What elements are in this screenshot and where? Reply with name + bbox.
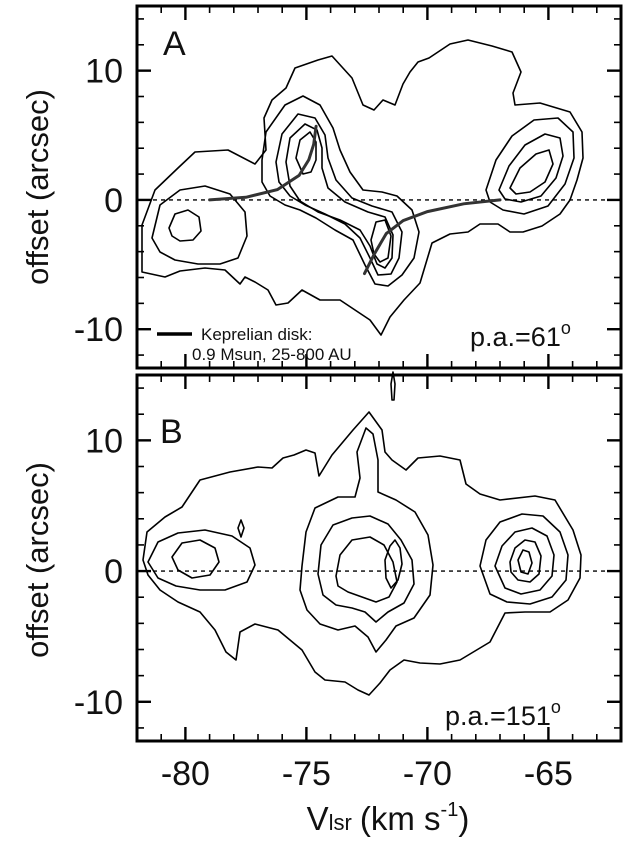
panel-a-position-angle: p.a.=61o xyxy=(470,318,571,352)
y-tick-label: 0 xyxy=(104,553,123,591)
x-axis-title: Vlsr (km s-1) xyxy=(307,799,470,837)
x-tick-label: -65 xyxy=(524,755,573,793)
panel-a-contour-level5-center-top xyxy=(295,131,317,175)
panel-b-ticks xyxy=(137,375,621,741)
panel-b-y-tick-labels: 10 0 -10 xyxy=(74,422,123,721)
panel-b-frame xyxy=(135,373,623,743)
panel-b-contour-level2-left xyxy=(147,529,256,591)
panel-b-contour-level3-left xyxy=(171,539,220,579)
panel-a-contour-level3-right xyxy=(498,133,564,203)
keplerian-curve-2 xyxy=(363,198,502,276)
panel-b-contour-level5-right xyxy=(517,549,533,575)
keplerian-curve-1 xyxy=(208,124,318,202)
y-tick-label: -10 xyxy=(74,311,123,349)
panel-b-contour-level4-right xyxy=(509,539,542,583)
legend-text-line2: 0.9 Msun, 25-800 AU xyxy=(192,345,352,364)
panel-a-contour-outer xyxy=(141,39,584,336)
panel-a-y-axis-title: offset (arcsec) xyxy=(20,89,55,285)
y-tick-label: 10 xyxy=(85,422,123,460)
x-tick-label: -70 xyxy=(403,755,452,793)
panel-a-contours xyxy=(141,39,584,336)
keplerian-legend: Keprelian disk: 0.9 Msun, 25-800 AU xyxy=(157,325,352,364)
panel-b-contour-blob xyxy=(237,519,245,538)
panel-b-y-axis-title: offset (arcsec) xyxy=(20,462,55,658)
panel-a-y-tick-labels: 10 0 -10 xyxy=(74,53,123,350)
panel-b-contours xyxy=(142,371,582,696)
legend-text-line1: Keprelian disk: xyxy=(201,325,313,344)
panel-b-contour-outer xyxy=(142,411,582,696)
panel-a-label: A xyxy=(163,25,186,63)
panel-a-contour-level2-center xyxy=(261,95,420,287)
panel-a-contour-level4-right xyxy=(509,149,554,195)
panel-b-label: B xyxy=(160,413,183,451)
panel-a: Keprelian disk: 0.9 Msun, 25-800 AU A p.… xyxy=(135,4,623,370)
panel-b-contour-level2-right xyxy=(479,513,569,605)
panel-a-contour-level3-left xyxy=(168,209,202,242)
panel-a-contour-level2-right xyxy=(485,117,575,215)
panel-b-contour-level5-center xyxy=(384,539,403,589)
panel-a-contour-level4-center xyxy=(285,123,394,269)
panel-b-contour-level3-center xyxy=(317,515,415,623)
panel-b: B p.a.=151o xyxy=(135,371,623,743)
y-tick-label: 0 xyxy=(104,182,123,220)
x-tick-label: -80 xyxy=(161,755,210,793)
panel-a-contour-level2-left xyxy=(151,185,248,265)
panel-b-contour-top-fragment xyxy=(390,371,396,401)
panel-b-contour-level4-center xyxy=(335,536,398,603)
panel-b-contour-level3-right xyxy=(494,527,555,595)
y-tick-label: 10 xyxy=(85,53,123,91)
panel-b-contour-level2-center xyxy=(299,427,434,653)
panel-b-position-angle: p.a.=151o xyxy=(445,697,561,731)
x-tick-label: -75 xyxy=(282,755,331,793)
x-tick-labels: -80 -75 -70 -65 xyxy=(161,755,573,793)
y-tick-label: -10 xyxy=(74,684,123,722)
